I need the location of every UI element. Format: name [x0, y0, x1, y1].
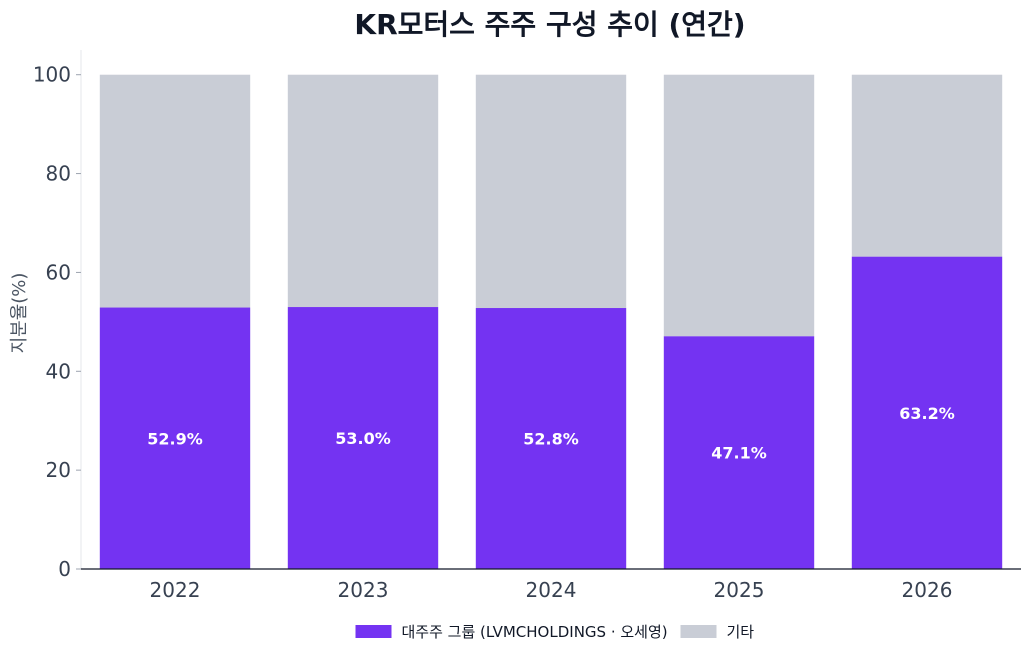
bar-other-2023 [287, 74, 439, 308]
y-tick-label: 40 [46, 359, 71, 383]
x-tick-label: 2024 [526, 578, 577, 602]
bar-major-shareholder-2022 [99, 307, 251, 569]
axes-group: 2022 2023 2024 2025 2026 0 20 40 60 80 100 [33, 50, 1021, 602]
y-axis-label: 지분율(%) [9, 273, 30, 354]
bar-major-shareholder-2023 [287, 307, 439, 569]
bar-value-label: 52.9% [147, 429, 203, 448]
x-tick-label: 2026 [902, 578, 953, 602]
bar-other-2026 [851, 74, 1003, 257]
bars-group: 52.9% 53.0% 52.8% 47.1% 63.2% [99, 74, 1003, 569]
legend-swatch [680, 625, 717, 638]
y-tick-label: 60 [46, 260, 71, 284]
bar-other-2025 [663, 74, 815, 337]
chart-title: KR모터스 주주 구성 추이 (연간) [354, 8, 745, 41]
bar-major-shareholder-2026 [851, 256, 1003, 569]
x-tick-label: 2022 [150, 578, 201, 602]
bar-other-2024 [475, 74, 627, 309]
y-tick-label: 0 [58, 557, 71, 581]
legend-label: 대주주 그룹 (LVMCHOLDINGS · 오세영) [402, 623, 668, 641]
bar-value-label: 47.1% [711, 444, 767, 463]
x-tick-label: 2023 [338, 578, 389, 602]
bar-major-shareholder-2024 [475, 308, 627, 569]
bar-other-2022 [99, 74, 251, 308]
bar-value-label: 52.8% [523, 430, 579, 449]
bar-value-label: 53.0% [335, 429, 391, 448]
legend: 대주주 그룹 (LVMCHOLDINGS · 오세영) 기타 [355, 623, 755, 641]
legend-label: 기타 [727, 623, 755, 641]
bar-major-shareholder-2025 [663, 336, 815, 569]
legend-swatch [355, 625, 392, 638]
y-tick-label: 20 [46, 458, 71, 482]
y-tick-label: 100 [33, 63, 71, 87]
bar-value-label: 63.2% [899, 404, 955, 423]
y-tick-label: 80 [46, 162, 71, 186]
x-tick-label: 2025 [714, 578, 765, 602]
